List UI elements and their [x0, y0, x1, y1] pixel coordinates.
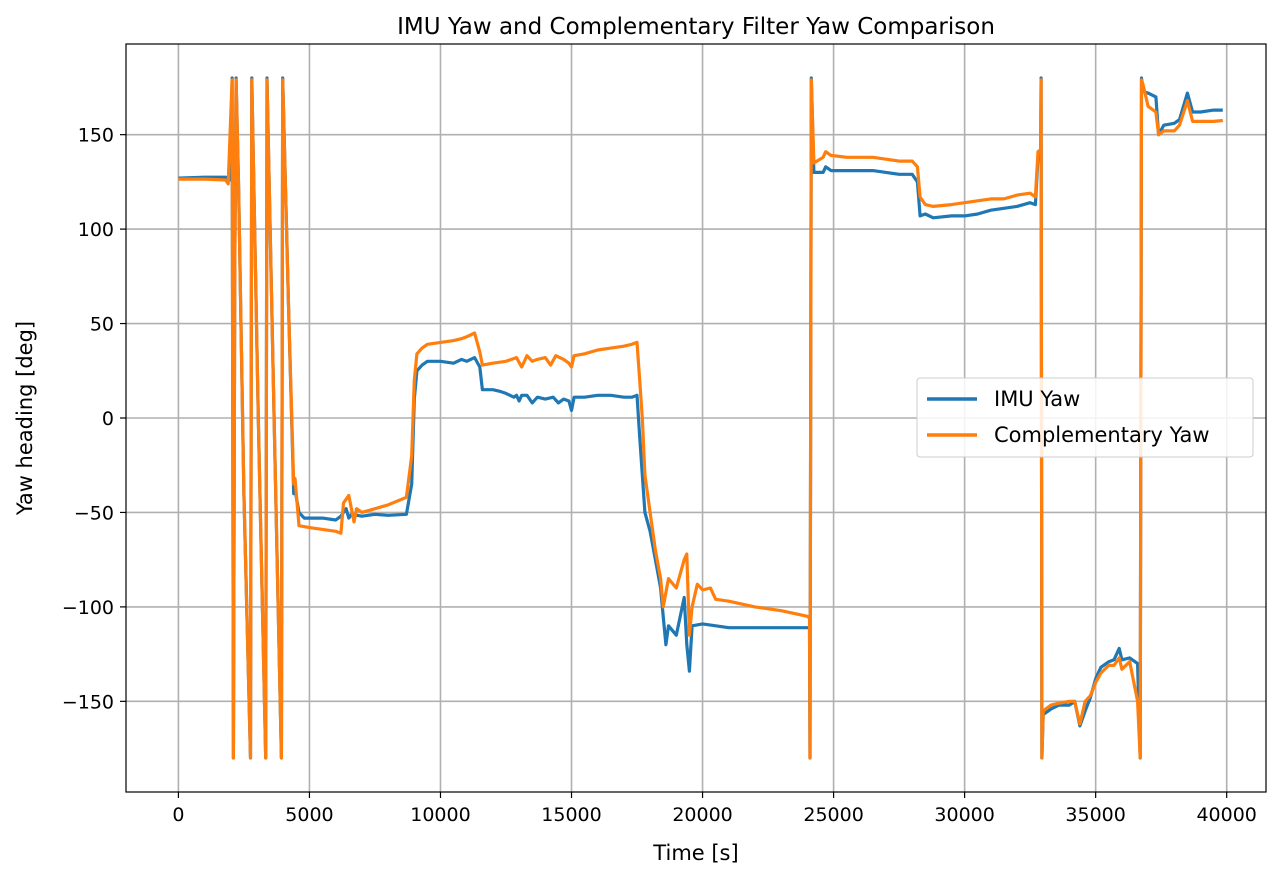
- y-tick-label: 50: [90, 314, 114, 336]
- legend-box: [916, 377, 1254, 458]
- legend-label-imu-yaw: IMU Yaw: [994, 387, 1080, 411]
- x-tick-label: 0: [172, 804, 184, 826]
- y-tick-label: 100: [78, 219, 114, 241]
- x-tick-label: 15000: [541, 804, 601, 826]
- y-axis-label: Yaw heading [deg]: [13, 321, 37, 516]
- x-tick-label: 25000: [803, 804, 863, 826]
- x-tick-label: 5000: [285, 804, 333, 826]
- chart-title: IMU Yaw and Complementary Filter Yaw Com…: [397, 14, 995, 40]
- x-axis-label: Time [s]: [652, 841, 738, 865]
- series-line-complementary-yaw: [178, 78, 1223, 760]
- series-lines: [178, 76, 1223, 760]
- x-tick-label: 40000: [1196, 804, 1256, 826]
- y-tick-label: 150: [78, 125, 114, 147]
- x-tick-label: 20000: [672, 804, 732, 826]
- legend: IMU Yaw Complementary Yaw: [916, 377, 1254, 458]
- y-tick-label: −150: [62, 691, 114, 713]
- x-tick-label: 30000: [934, 804, 994, 826]
- y-tick-label: −100: [62, 597, 114, 619]
- x-tick-label: 35000: [1065, 804, 1125, 826]
- y-axis-ticks: −150 −100 −50 0 50 100 150: [62, 125, 126, 713]
- legend-label-complementary-yaw: Complementary Yaw: [994, 423, 1210, 447]
- x-axis-ticks: 0 5000 10000 15000 20000 25000 30000 35000 40000: [172, 792, 1257, 826]
- y-tick-label: 0: [102, 408, 114, 430]
- x-tick-label: 10000: [410, 804, 470, 826]
- y-tick-label: −50: [74, 502, 114, 524]
